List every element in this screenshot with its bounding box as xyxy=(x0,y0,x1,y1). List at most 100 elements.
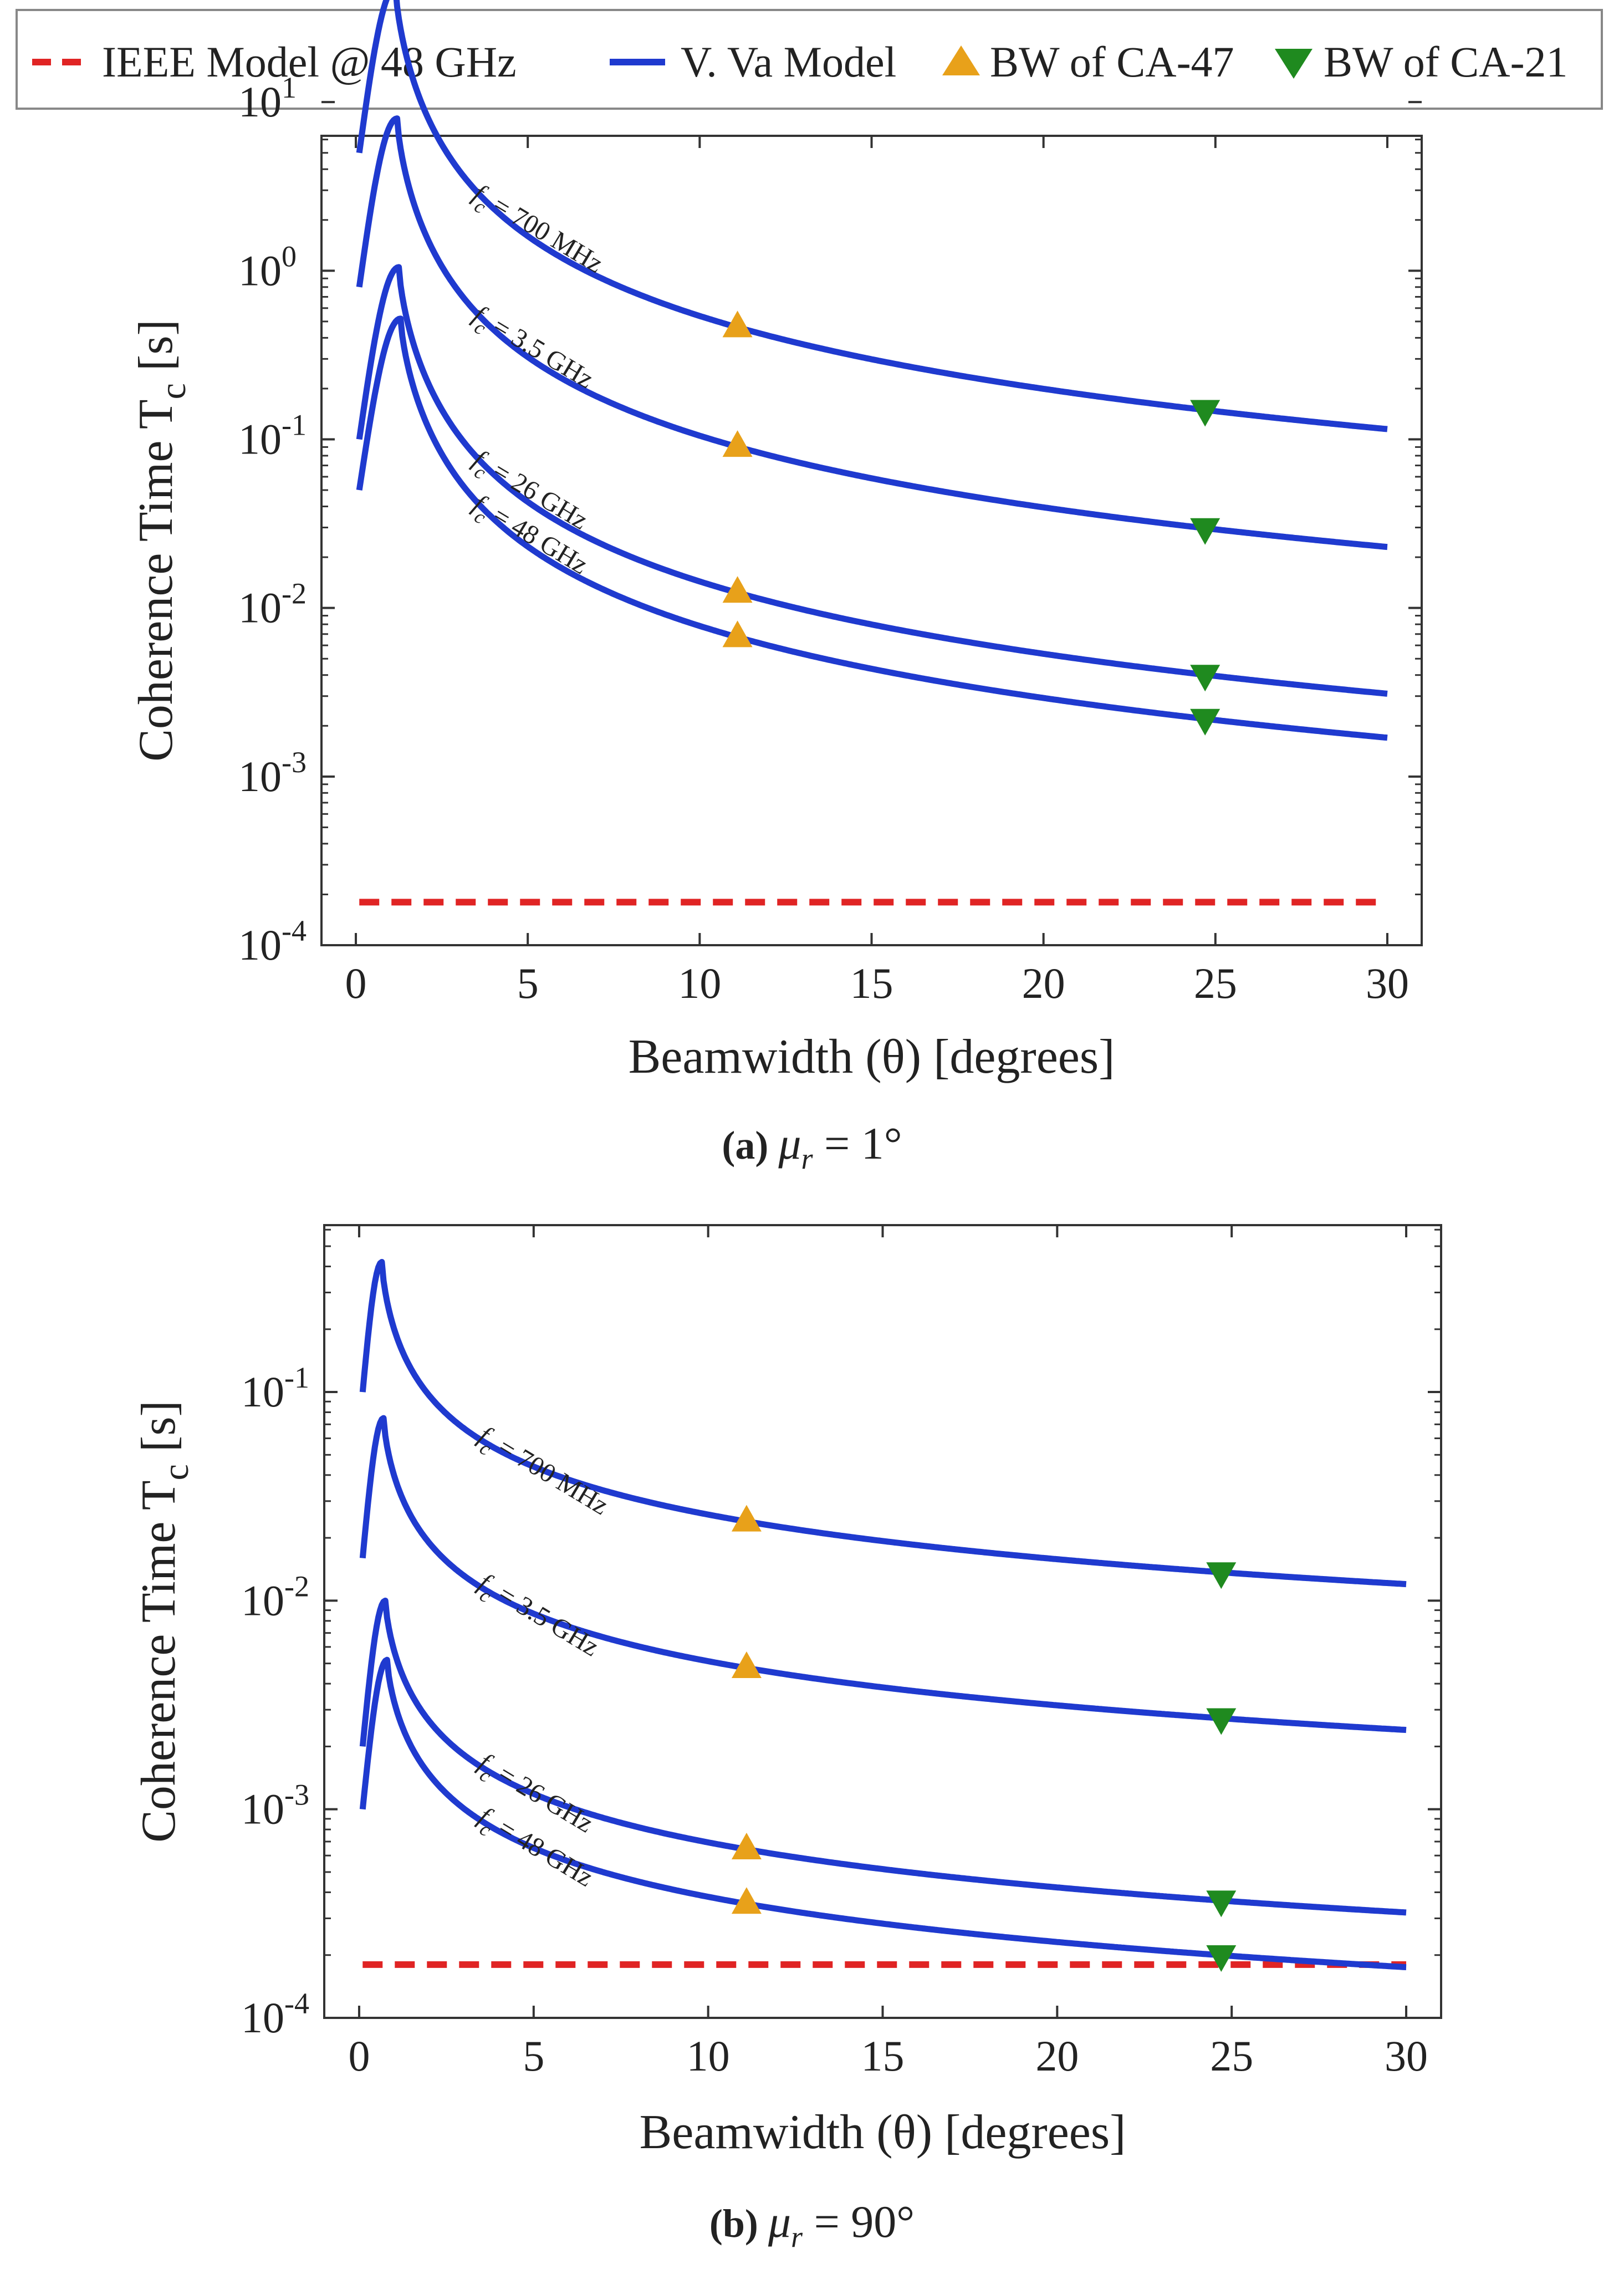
y-tick-label: 10-2 xyxy=(238,577,307,632)
x-tick-label: 30 xyxy=(1385,2032,1428,2080)
curve-label-value: = 3.5 GHz xyxy=(482,308,599,394)
x-tick-label: 10 xyxy=(678,959,721,1007)
y-tick-exponent: -4 xyxy=(282,914,307,947)
ca21-marker xyxy=(1190,708,1220,736)
ca21-marker xyxy=(1206,1562,1237,1589)
x-tick-label: 15 xyxy=(850,959,893,1007)
y-tick-label: 10-3 xyxy=(241,1778,309,1833)
y-tick-base: 10 xyxy=(241,1785,284,1833)
series-line xyxy=(359,1259,1408,1588)
series-line xyxy=(359,1656,1408,1970)
ca47-marker xyxy=(731,1505,762,1532)
x-tick-label: 25 xyxy=(1194,959,1237,1007)
y-tick-exponent: -1 xyxy=(284,1361,309,1394)
figure-caption: (b) μr = 90° xyxy=(709,2196,915,2253)
curve-label: fc = 3.5 GHz xyxy=(469,1568,604,1669)
y-axis-label-unit: [s] xyxy=(129,319,183,383)
series-line xyxy=(356,0,1389,432)
ca21-marker xyxy=(1190,400,1220,427)
y-tick-label: 10-3 xyxy=(238,746,307,800)
x-tick-label: 5 xyxy=(517,959,539,1007)
ca47-marker xyxy=(722,620,753,647)
plot-frame xyxy=(320,135,1423,946)
caption-sub: r xyxy=(801,1142,814,1175)
y-tick-label: 101 xyxy=(238,71,297,126)
ca21-marker xyxy=(1206,1945,1237,1972)
figure-caption: (a) μr = 1° xyxy=(722,1118,902,1175)
y-tick-exponent: 1 xyxy=(282,71,297,104)
y-tick-exponent: -2 xyxy=(282,577,307,610)
x-tick-label: 15 xyxy=(861,2032,905,2080)
y-axis-label-unit: [s] xyxy=(132,1400,186,1464)
ca47-marker xyxy=(731,1651,762,1678)
legend-model-label: V. Va Model xyxy=(681,38,896,86)
y-tick-exponent: -1 xyxy=(282,409,307,442)
legend-ca47-label: BW of CA-47 xyxy=(990,38,1234,86)
curve-label-value: = 3.5 GHz xyxy=(487,1576,604,1662)
curve-label-value: = 700 MHz xyxy=(482,187,609,279)
y-tick-label: 10-1 xyxy=(241,1361,309,1416)
y-tick-label: 10-1 xyxy=(238,409,307,463)
y-axis-label-main: Coherence Time T xyxy=(129,399,183,761)
ca47-marker xyxy=(722,576,753,603)
ca47-marker xyxy=(722,310,753,338)
ca47-marker xyxy=(731,1833,762,1860)
y-axis-label-main: Coherence Time T xyxy=(132,1480,186,1842)
legend: IEEE Model @ 48 GHz V. Va Model BW of CA… xyxy=(16,9,1603,110)
x-tick-label: 5 xyxy=(523,2032,544,2080)
y-tick-exponent: -2 xyxy=(284,1569,309,1603)
curve-label-value: = 700 MHz xyxy=(487,1429,614,1521)
ca21-marker xyxy=(1206,1890,1237,1918)
ca21-marker xyxy=(1190,518,1220,545)
x-tick-label: 20 xyxy=(1035,2032,1079,2080)
y-axis-label-sub: c xyxy=(153,383,193,399)
y-tick-exponent: -3 xyxy=(282,746,307,779)
curve-label: fc = 700 MHz xyxy=(469,1420,613,1527)
legend-ieee-label: IEEE Model @ 48 GHz xyxy=(102,38,517,86)
series-line xyxy=(356,315,1389,741)
plot-frame xyxy=(323,1224,1442,2019)
y-tick-label: 10-4 xyxy=(241,1987,309,2042)
curve-label: fc = 700 MHz xyxy=(464,179,608,285)
y-axis-label: Coherence Time Tc [s] xyxy=(132,1400,196,1843)
caption-tag: (b) xyxy=(709,2201,768,2246)
legend-ca21-marker xyxy=(1275,49,1313,79)
y-tick-label: 10-2 xyxy=(241,1569,309,1624)
legend-ca21-label: BW of CA-21 xyxy=(1324,38,1568,86)
x-axis-label: Beamwidth (θ) [degrees] xyxy=(640,2105,1126,2159)
y-tick-label: 100 xyxy=(238,239,297,294)
y-tick-base: 10 xyxy=(238,246,282,294)
y-tick-base: 10 xyxy=(238,78,282,126)
series-line xyxy=(359,1415,1408,1733)
y-tick-exponent: 0 xyxy=(282,239,297,273)
caption-math: μ xyxy=(768,2196,791,2247)
ca47-marker xyxy=(722,430,753,457)
curve-label: fc = 3.5 GHz xyxy=(464,299,599,400)
legend-box xyxy=(16,9,1603,110)
legend-ca47-marker xyxy=(942,45,980,75)
y-tick-base: 10 xyxy=(238,752,282,800)
y-tick-base: 10 xyxy=(241,1576,284,1624)
x-tick-label: 20 xyxy=(1022,959,1065,1007)
y-axis-label-sub: c xyxy=(156,1464,196,1480)
series-line xyxy=(356,115,1389,550)
caption-value: = 90° xyxy=(803,2196,915,2247)
x-tick-label: 10 xyxy=(687,2032,730,2080)
y-tick-base: 10 xyxy=(238,584,282,632)
y-tick-base: 10 xyxy=(238,921,282,969)
caption-math: μ xyxy=(778,1118,801,1169)
ca21-marker xyxy=(1206,1708,1237,1735)
y-tick-base: 10 xyxy=(241,1993,284,2042)
series-line xyxy=(356,264,1389,697)
y-tick-label: 10-4 xyxy=(238,914,307,969)
caption-value: = 1° xyxy=(813,1118,902,1169)
x-tick-label: 0 xyxy=(345,959,367,1007)
ca47-marker xyxy=(731,1887,762,1914)
y-axis-label: Coherence Time Tc [s] xyxy=(129,319,193,762)
ca21-marker xyxy=(1190,665,1220,692)
y-tick-exponent: -4 xyxy=(284,1987,309,2020)
x-tick-label: 30 xyxy=(1366,959,1409,1007)
